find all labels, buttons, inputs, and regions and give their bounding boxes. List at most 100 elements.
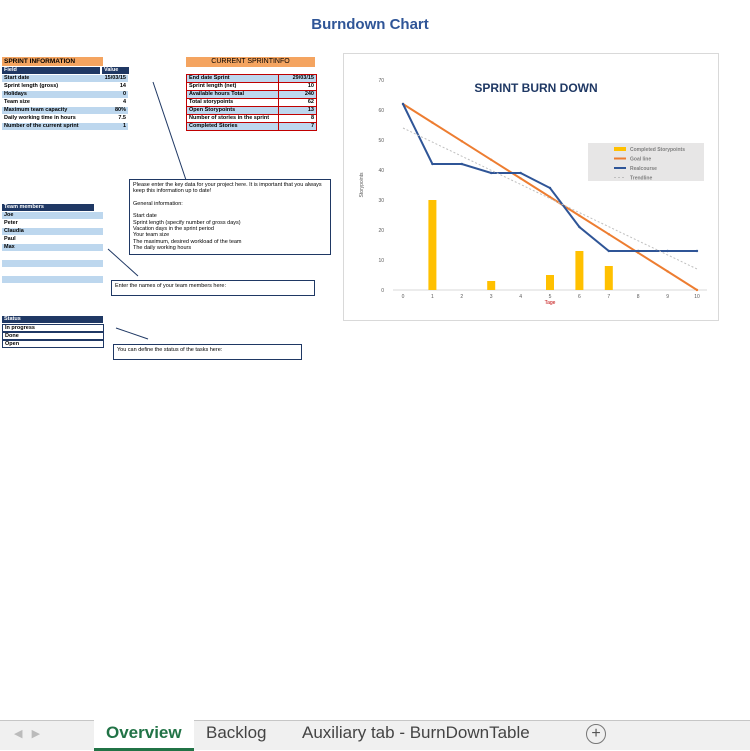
field-label: Maximum team capacity [2,107,102,114]
legend-label: Trendline [630,176,652,182]
team-row: Claudia [2,228,103,235]
y-tick-label: 20 [378,228,384,234]
sheet-title: Burndown Chart [311,16,429,33]
x-tick-label: 6 [578,294,581,300]
team-row: Paul [2,236,103,243]
marker [519,171,522,175]
team-row: Peter [2,220,103,227]
marker [578,214,581,217]
sheet-tab[interactable]: Backlog [206,723,267,742]
field-label: Team size [2,99,102,106]
marker [666,249,669,253]
x-tick-label: 0 [402,294,405,300]
marker [637,249,640,253]
team-row [2,276,103,283]
legend-box [588,143,704,181]
marker [666,270,669,273]
field-label: Completed Stories [186,122,279,131]
field-label: Start date [2,75,102,82]
bar [428,200,437,290]
note-line: Please enter the key data for your proje… [133,182,322,195]
team-row [2,268,103,275]
team-row [2,260,103,267]
status-row: Open [2,340,104,348]
legend-label: Goal line [630,157,651,163]
marker [431,121,434,124]
field-label: Number of the current sprint [2,123,102,130]
marker [519,177,522,180]
field-value: 4 [100,99,128,106]
marker [431,162,434,166]
chart: SPRINT BURN DOWN 0 10 20 30 40 50 60 70 0 1 2 3 4 5 6 7 8… [343,53,719,321]
marker [695,249,699,253]
field-value: 7.5 [100,115,128,122]
team-row [2,252,103,259]
y-tick-label: 50 [378,138,384,144]
field-value: 0 [100,91,128,98]
nav-arrows[interactable]: ◀ ▶ [14,728,41,740]
y-tick-label: 40 [378,168,384,174]
note-line: Your team size [133,232,170,239]
y-tick-label: 60 [378,108,384,114]
marker [637,251,640,254]
note: You can define the status of the tasks h… [113,344,302,360]
column-header: Value [102,67,129,74]
team-row: Joe [2,212,103,219]
connectors [107,81,187,340]
column-header: Field [2,67,100,74]
connector [107,248,139,277]
marker [548,195,552,199]
legend-swatch [614,147,626,151]
note-line: Vacation days in the sprint period [133,226,214,233]
marker [578,225,581,229]
sheet-tab[interactable]: Auxiliary tab - BurnDownTable [302,723,530,742]
x-tick-label: 7 [607,294,610,300]
note: Please enter the key data for your proje… [129,179,331,255]
y-tick-label: 10 [378,258,384,264]
x-tick-label: 9 [666,294,669,300]
marker [548,186,552,190]
field-label: Sprint length (gross) [2,83,102,90]
x-tick-label: 8 [637,294,640,300]
connector [115,327,149,340]
marker [490,171,493,175]
connector [152,81,187,181]
marker [695,288,699,292]
field-value: 15/03/15 [100,75,128,82]
x-axis-label: Tage [545,300,556,306]
note-line: General information: [133,200,183,207]
marker [401,102,405,106]
section-title: CURRENT SPRINTINFO [186,57,315,67]
marker [607,249,610,253]
status-row: In progress [2,324,104,332]
sheet: SPRINT INFORMATION Field Value Start date 15… [2,57,331,360]
chart-title: SPRINT BURN DOWN [474,81,597,95]
note: Enter the names of your team members her… [111,280,315,296]
field-value: 80% [100,107,128,114]
field-value: 7 [278,122,317,131]
marker [460,140,463,143]
bar [575,251,584,290]
bar [487,281,496,290]
add-sheet[interactable]: + [586,724,606,744]
marker [460,162,463,166]
status-row: Done [2,332,104,340]
y-tick-label: 0 [381,288,384,294]
x-tick-label: 4 [519,294,522,300]
field-value: 1 [100,123,128,130]
section-title: Team members [2,204,94,211]
y-tick-label: 30 [378,198,384,204]
marker [607,233,610,236]
note-line: Sprint length (specify number of gross d… [133,219,241,226]
bar [546,275,554,290]
y-tick-label: 70 [378,78,384,84]
x-tick-label: 1 [431,294,434,300]
marker [490,158,493,161]
team-row: Max [2,244,103,251]
note-line: Start date [133,213,157,220]
x-tick-label: 10 [694,294,700,300]
x-tick-label: 2 [460,294,463,300]
field-value: 14 [100,83,128,90]
sheet-tab[interactable]: Overview [94,720,194,751]
x-tick-label: 3 [490,294,493,300]
